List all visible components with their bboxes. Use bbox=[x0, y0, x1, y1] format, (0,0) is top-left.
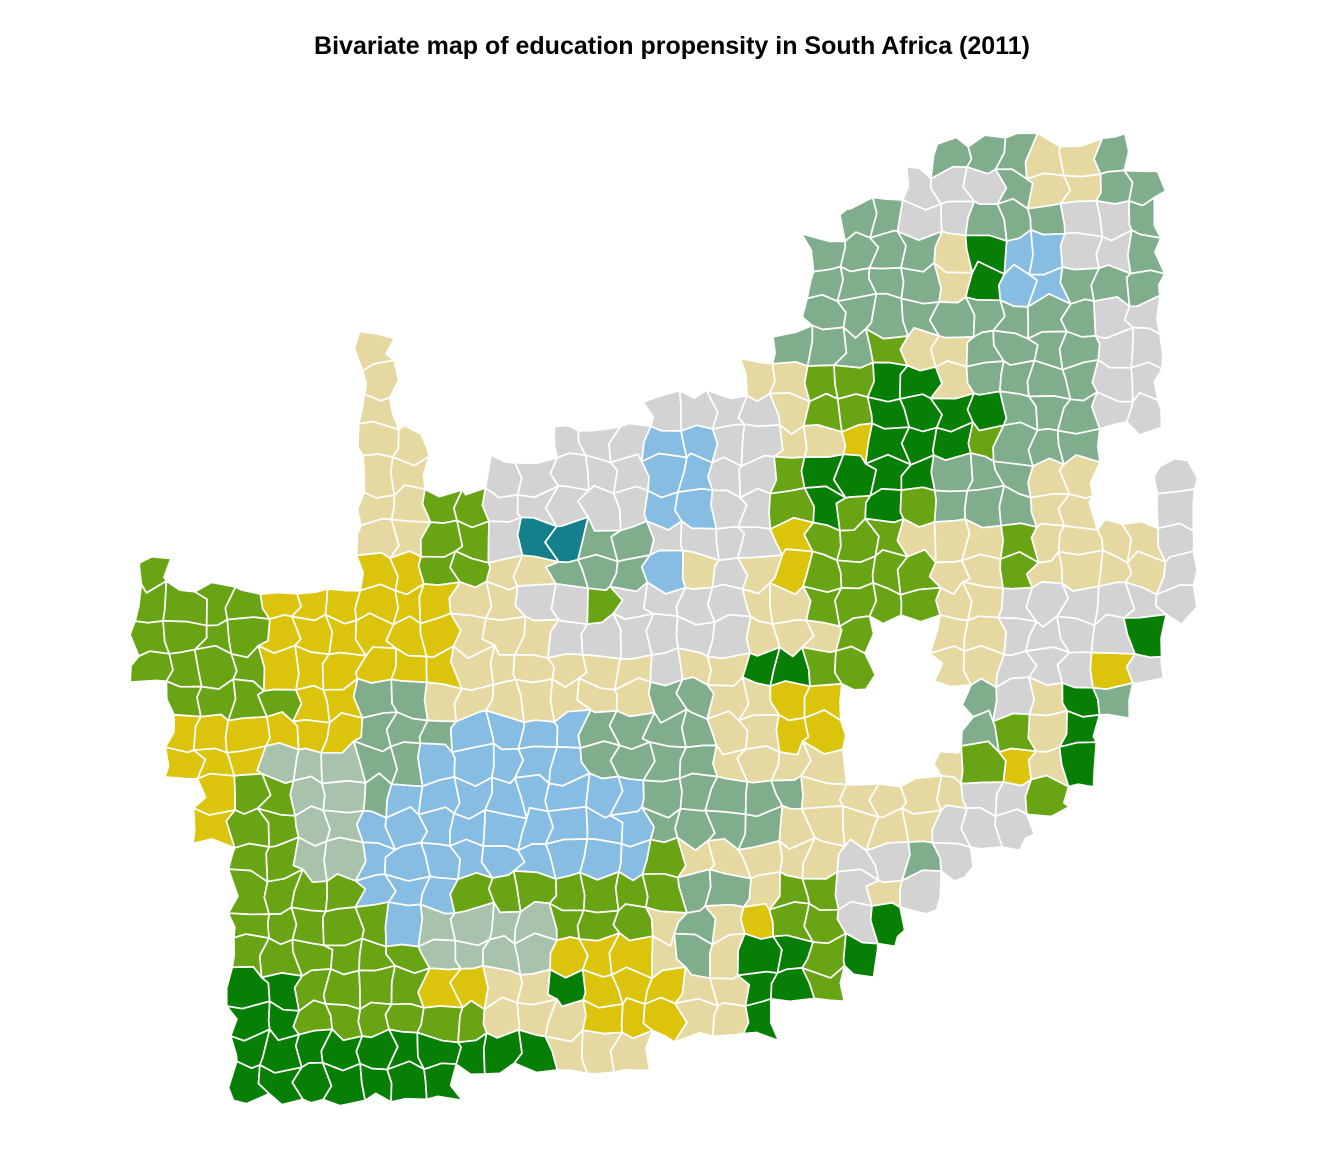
municipality-region bbox=[609, 1029, 654, 1074]
municipality-region bbox=[1058, 741, 1098, 788]
municipality-region bbox=[1059, 231, 1104, 271]
municipality-region bbox=[386, 1060, 428, 1103]
municipality-region bbox=[842, 932, 879, 979]
municipality-region bbox=[423, 1062, 464, 1102]
municipality-region bbox=[933, 489, 969, 523]
municipality-region bbox=[833, 645, 877, 691]
municipality-region bbox=[899, 775, 943, 815]
municipality-region bbox=[994, 808, 1036, 852]
municipality-region bbox=[801, 964, 846, 1003]
municipality-region bbox=[356, 420, 400, 458]
municipality-region bbox=[322, 968, 362, 1011]
municipality-region bbox=[645, 612, 679, 656]
municipality-region bbox=[1154, 584, 1198, 626]
municipality-region bbox=[869, 901, 906, 948]
municipality-region bbox=[711, 1002, 750, 1038]
municipality-region bbox=[165, 680, 203, 718]
municipality-region bbox=[1125, 653, 1165, 685]
municipality-region bbox=[1059, 199, 1104, 238]
municipality-region bbox=[833, 361, 875, 400]
municipality-region bbox=[1057, 525, 1104, 556]
municipality-region bbox=[931, 841, 974, 883]
municipality-region bbox=[1153, 457, 1199, 495]
municipality-region bbox=[1092, 682, 1134, 720]
municipality-region bbox=[192, 772, 237, 816]
municipality-region bbox=[678, 744, 719, 780]
municipality-region bbox=[1024, 774, 1071, 818]
municipality-region bbox=[192, 713, 230, 754]
municipality-region bbox=[129, 650, 174, 683]
municipality-region bbox=[800, 232, 847, 273]
municipality-region bbox=[642, 389, 682, 432]
municipality-region bbox=[417, 806, 456, 847]
municipality-region bbox=[389, 741, 424, 788]
municipality-region bbox=[1125, 392, 1163, 436]
municipality-region bbox=[162, 580, 208, 627]
municipality-region bbox=[965, 360, 1005, 396]
municipality-region bbox=[771, 324, 814, 367]
municipality-region bbox=[517, 719, 559, 750]
municipality-region bbox=[384, 1002, 425, 1034]
municipality-region bbox=[865, 879, 903, 909]
municipality-region bbox=[742, 997, 780, 1042]
municipality-region bbox=[384, 901, 424, 948]
municipality-region bbox=[482, 1028, 523, 1075]
page-title: Bivariate map of education propensity in… bbox=[314, 32, 1030, 60]
municipality-region bbox=[362, 453, 396, 499]
municipality-region bbox=[899, 586, 942, 623]
municipality-region bbox=[930, 452, 974, 493]
municipality-region bbox=[769, 455, 806, 495]
municipality-region bbox=[649, 647, 684, 687]
municipality-region bbox=[257, 644, 300, 692]
municipality-region bbox=[550, 582, 590, 626]
municipality-region bbox=[321, 780, 367, 814]
municipality-region bbox=[899, 869, 943, 915]
